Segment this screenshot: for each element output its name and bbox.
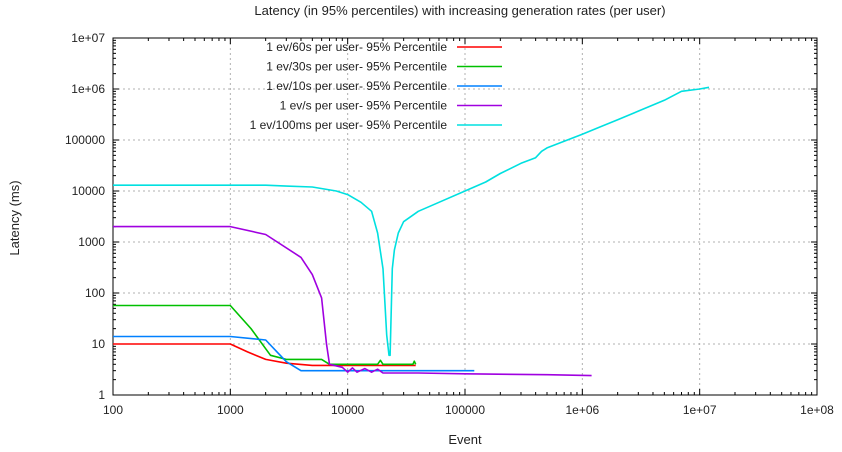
legend-entry-label: 1 ev/s per user- 95% Percentile [280,99,448,113]
y-tick-label: 1e+07 [71,31,105,45]
series-line-4 [113,225,592,377]
x-tick-label: 1000 [217,403,244,417]
grid-lines [113,38,817,395]
legend-entry-label: 1 ev/60s per user- 95% Percentile [266,40,447,54]
x-tick-label: 1e+08 [800,403,834,417]
y-tick-label: 100 [85,286,105,300]
x-tick-label: 100000 [445,403,485,417]
y-tick-label: 10000 [72,184,106,198]
legend: 1 ev/60s per user- 95% Percentile 1 ev/30… [250,40,502,132]
x-tick-label: 10000 [331,403,365,417]
legend-entry-label: 1 ev/30s per user- 95% Percentile [266,60,447,74]
y-tick-label: 100000 [65,133,105,147]
series-lines [113,86,710,377]
x-tick-label: 1e+07 [683,403,717,417]
y-tick-label: 10 [92,337,106,351]
chart-title: Latency (in 95% percentiles) with increa… [254,3,665,18]
x-tick-label: 1e+06 [565,403,599,417]
axis-ticks: 100 1000 10000 100000 1e+06 1e+07 1e+08 1 10 100 1… [65,31,834,417]
legend-entry-label: 1 ev/100ms per user- 95% Percentile [250,118,448,132]
series-line-3 [113,335,475,372]
series-line-1 [113,343,416,367]
y-tick-label: 1000 [78,235,105,249]
plot-frame [112,37,818,396]
series-line-2 [113,304,417,366]
y-tick-label: 1 [98,388,105,402]
y-axis-label: Latency (ms) [7,180,22,255]
legend-entry-label: 1 ev/10s per user- 95% Percentile [266,79,447,93]
series-line-5 [113,86,710,357]
x-tick-label: 100 [103,403,123,417]
x-axis-label: Event [448,432,482,447]
y-tick-label: 1e+06 [71,82,105,96]
